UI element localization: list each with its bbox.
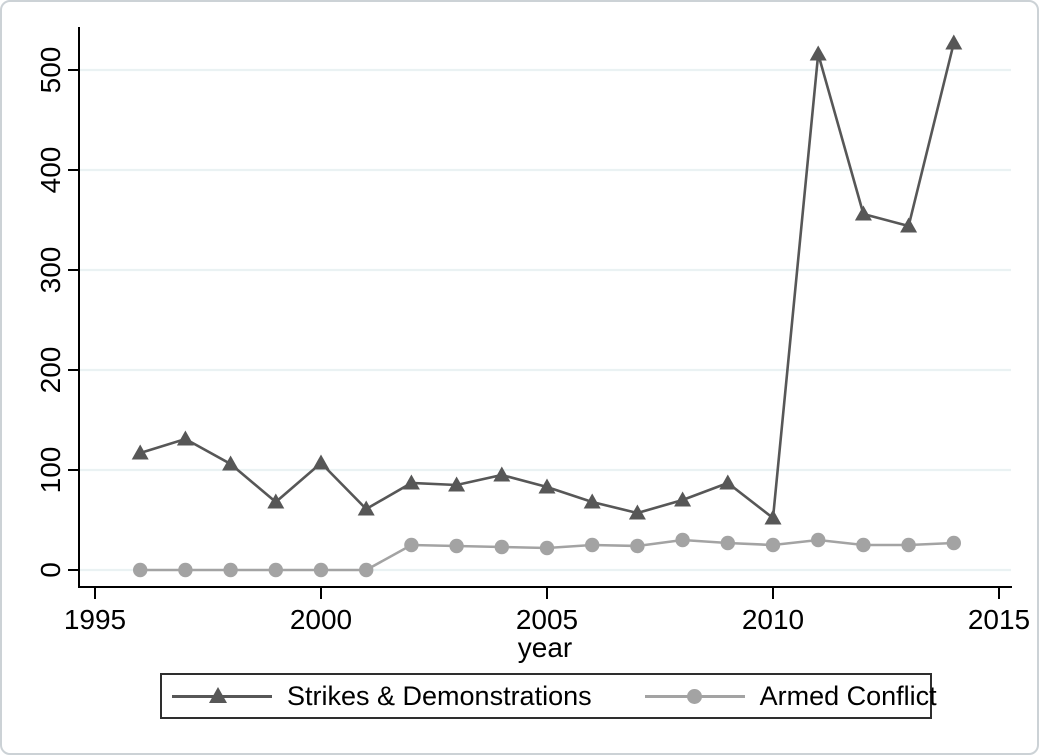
triangle-marker-icon [209, 687, 227, 703]
legend-label-strikes: Strikes & Demonstrations [287, 680, 592, 711]
svg-text:2010: 2010 [742, 604, 804, 635]
svg-text:400: 400 [35, 147, 66, 194]
svg-text:2005: 2005 [516, 604, 578, 635]
svg-text:300: 300 [35, 247, 66, 294]
svg-text:1995: 1995 [64, 604, 126, 635]
legend-label-armed-conflict: Armed Conflict [759, 680, 937, 711]
armed-conflict-line-sample [644, 688, 745, 704]
svg-text:year: year [518, 632, 572, 663]
strikes-line-sample [172, 687, 272, 704]
svg-text:500: 500 [35, 47, 66, 94]
svg-text:2015: 2015 [968, 604, 1030, 635]
svg-text:100: 100 [35, 447, 66, 494]
legend-item-armed-conflict: Armed Conflict [644, 680, 937, 712]
svg-text:200: 200 [35, 347, 66, 394]
svg-text:2000: 2000 [290, 604, 352, 635]
circle-marker-icon [686, 689, 702, 704]
chart-legend: Strikes & Demonstrations Armed Conflict [160, 673, 937, 719]
svg-text:0: 0 [35, 562, 66, 578]
legend-item-strikes: Strikes & Demonstrations [172, 681, 592, 712]
